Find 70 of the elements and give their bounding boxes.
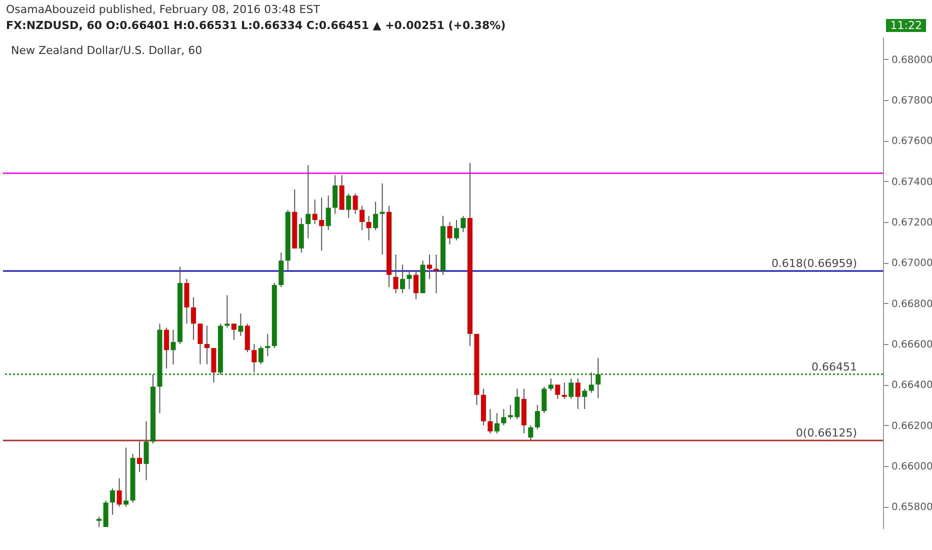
- candlestick: [575, 378, 580, 410]
- candlestick: [170, 329, 176, 365]
- y-tick-label: 0.66800: [892, 298, 932, 310]
- candlestick: [137, 441, 142, 473]
- candlestick: [488, 408, 493, 434]
- y-tick-label: 0.68000: [892, 54, 932, 66]
- candlestick: [110, 488, 116, 516]
- candlestick: [534, 404, 540, 430]
- candlestick: [116, 478, 122, 508]
- candlestick: [366, 215, 372, 241]
- candlestick: [190, 296, 196, 340]
- candlestick: [562, 382, 567, 400]
- chart-subtitle: FX:NZDUSD, 60 O:0.66401 H:0.66531 L:0.66334 C:0.66451 ▲ +0.00251 (+0.38%): [6, 19, 506, 32]
- y-tick-label: 0.66600: [892, 339, 932, 350]
- candlestick: [542, 386, 547, 414]
- candlestick: [224, 294, 230, 328]
- y-tick-label: 0.67200: [892, 218, 932, 229]
- candlestick: [596, 358, 601, 399]
- y-tick-label: 0.67600: [892, 136, 932, 148]
- candlestick: [164, 327, 169, 369]
- candlestick: [326, 195, 331, 231]
- candlestick: [460, 215, 466, 233]
- ref-line-label: 0(0.66125): [796, 426, 857, 440]
- text: OsamaAbouzeid published, February 08, 2016 03:48 EST: [5, 2, 321, 18]
- candlestick: [204, 325, 210, 365]
- y-tick-label: 0.67000: [892, 258, 932, 270]
- candlestick: [346, 193, 352, 218]
- candlestick: [434, 254, 439, 294]
- ref-line-label: 0.66451: [812, 360, 857, 374]
- candlestick: [252, 343, 257, 373]
- y-tick-label: 0.66400: [892, 380, 932, 392]
- candlestick: [588, 372, 594, 394]
- candlestick: [265, 333, 270, 357]
- candlestick: [144, 420, 149, 481]
- candlestick: [258, 346, 264, 365]
- candlestick: [312, 199, 318, 225]
- candlestick: [238, 312, 244, 336]
- text: New Zealand Dollar/U.S. Dollar, 60: [11, 44, 202, 57]
- candlestick: [427, 254, 432, 280]
- candlestick: [494, 412, 500, 434]
- candlestick: [501, 408, 506, 426]
- candlestick: [352, 193, 358, 214]
- candlestick: [400, 264, 406, 294]
- candlestick: [393, 254, 398, 294]
- candlestick: [528, 424, 534, 442]
- candlestick: [454, 219, 459, 241]
- candlestick: [319, 197, 324, 251]
- candlestick: [414, 270, 419, 300]
- candlestick: [548, 378, 554, 392]
- candlestick: [231, 323, 236, 340]
- candlestick: [568, 378, 574, 400]
- candlestick: [124, 447, 129, 508]
- y-tick-label: 0.67800: [892, 96, 932, 107]
- ref-line-label: 0.618(0.66959): [771, 257, 857, 270]
- candlestick: [380, 182, 385, 256]
- candlestick: [96, 516, 102, 528]
- candlestick: [555, 384, 560, 400]
- candlestick: [447, 222, 452, 245]
- y-tick-label: 0.66200: [892, 420, 932, 432]
- text: 11:22: [886, 19, 926, 32]
- candlestick: [406, 270, 412, 290]
- candlestick: [306, 164, 311, 239]
- candlestick: [198, 323, 203, 365]
- candlestick: [373, 201, 378, 231]
- candlestick: [332, 174, 338, 214]
- y-tick-label: 0.67400: [892, 176, 932, 188]
- candlestick: [582, 388, 588, 410]
- candlestick: [360, 205, 365, 231]
- y-tick-label: 0.66000: [892, 461, 932, 472]
- y-tick-label: 0.65800: [892, 502, 932, 514]
